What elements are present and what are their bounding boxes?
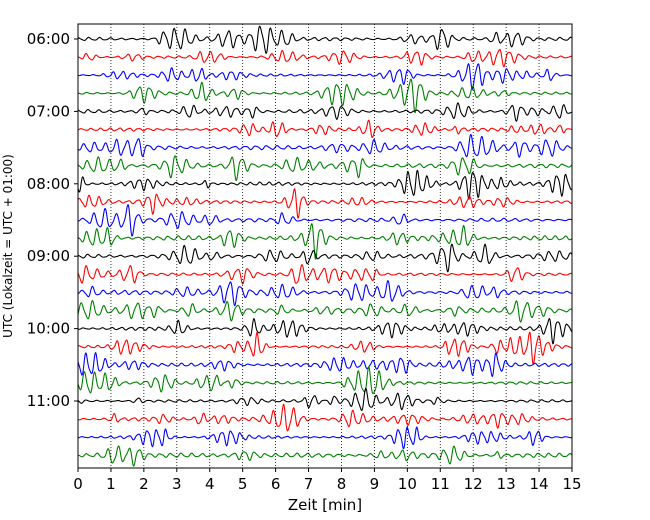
trace-0800	[77, 169, 573, 200]
trace-1030	[77, 351, 573, 378]
trace-0630	[77, 63, 573, 91]
trace-0745	[77, 155, 573, 181]
x-tick-label: 10	[398, 475, 417, 493]
trace-1115	[77, 403, 573, 432]
x-tick-label: 8	[337, 475, 347, 493]
trace-1145	[77, 445, 573, 467]
trace-0900	[77, 243, 573, 273]
trace-0915	[77, 264, 573, 285]
trace-1130	[77, 426, 573, 450]
trace-0645	[77, 78, 573, 114]
trace-0945	[77, 299, 573, 323]
plot-frame	[77, 23, 573, 469]
trace-0600	[77, 25, 573, 54]
x-tick-label: 3	[172, 475, 182, 493]
x-tick-label: 14	[530, 475, 549, 493]
x-tick-label: 13	[497, 475, 516, 493]
trace-0615	[77, 48, 573, 68]
y-tick-label: 07:00	[27, 102, 70, 120]
trace-1045	[77, 365, 573, 395]
trace-0930	[77, 279, 573, 307]
x-axis-ticks: 0 1 2 3 4 5 6 7 8 9 10 11 12 13 14 15	[73, 468, 582, 493]
x-tick-label: 9	[370, 475, 380, 493]
x-tick-label: 15	[562, 475, 581, 493]
trace-1000	[77, 317, 573, 345]
y-tick-label: 06:00	[27, 30, 70, 48]
y-tick-label: 11:00	[27, 392, 70, 410]
trace-0830	[77, 203, 573, 237]
trace-group	[77, 25, 573, 467]
x-tick-label: 12	[464, 475, 483, 493]
y-tick-label: 10:00	[27, 320, 70, 338]
y-tick-label: 09:00	[27, 247, 70, 265]
trace-0715	[77, 119, 573, 138]
trace-0815	[77, 188, 573, 219]
x-tick-label: 1	[106, 475, 116, 493]
trace-0700	[77, 102, 573, 122]
y-axis-ticks: 06:00 07:00 08:00 09:00 10:00 11:00	[27, 30, 78, 410]
trace-0730	[77, 133, 573, 158]
x-tick-label: 5	[238, 475, 248, 493]
trace-1100	[77, 387, 573, 411]
trace-1015	[77, 331, 573, 366]
vertical-gridlines	[110, 24, 540, 468]
x-tick-label: 11	[431, 475, 450, 493]
x-axis-label: Zeit [min]	[288, 496, 362, 514]
x-tick-label: 0	[73, 475, 83, 493]
x-tick-label: 6	[271, 475, 281, 493]
y-axis-label: UTC (Lokalzeit = UTC + 01:00)	[1, 154, 15, 338]
y-tick-label: 08:00	[27, 175, 70, 193]
trace-0845	[77, 223, 573, 260]
x-tick-label: 4	[205, 475, 215, 493]
x-tick-label: 2	[139, 475, 149, 493]
x-tick-label: 7	[304, 475, 314, 493]
